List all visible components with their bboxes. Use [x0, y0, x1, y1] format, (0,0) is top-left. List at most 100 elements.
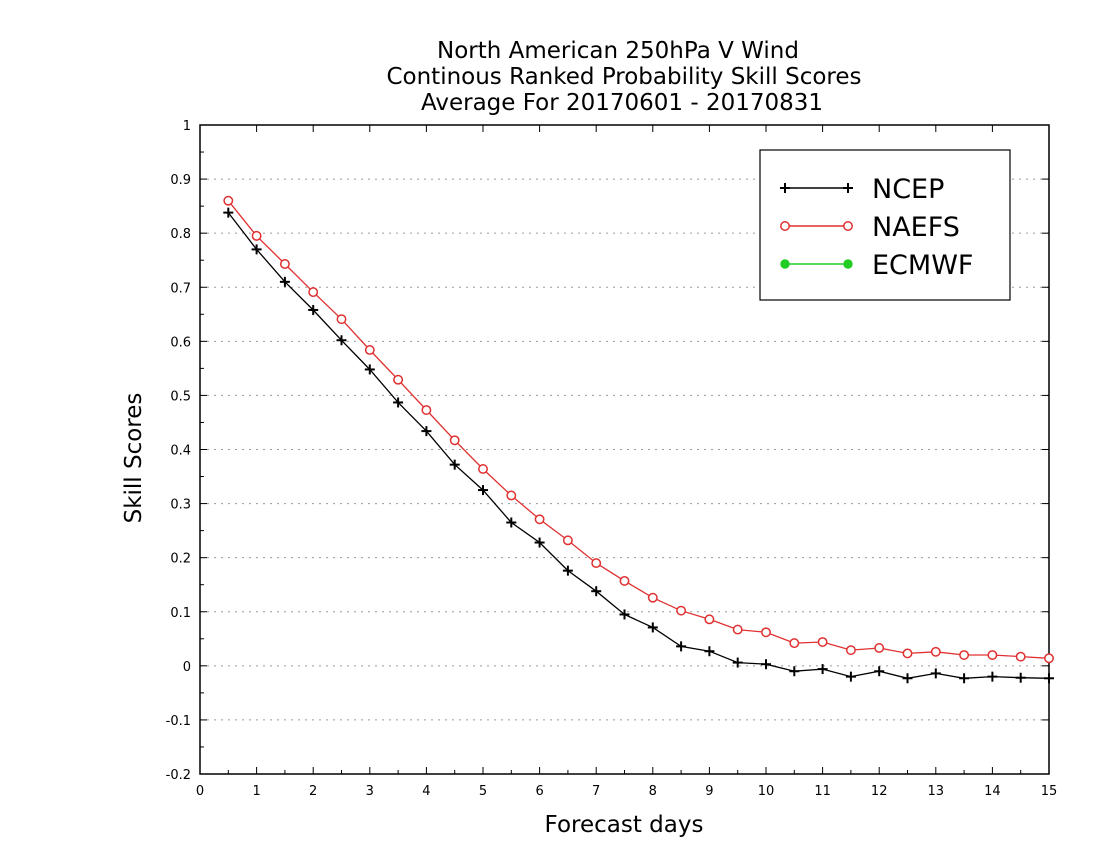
data-point-naefs	[761, 627, 771, 638]
data-point-ncep	[478, 485, 488, 496]
data-point-ncep	[251, 244, 262, 255]
data-point-ncep	[959, 673, 970, 684]
data-point-ncep	[1015, 672, 1026, 683]
legend-entry-ecmwf: ECMWF	[780, 250, 973, 281]
data-point-naefs	[449, 435, 460, 446]
x-tick-label: 6	[535, 784, 543, 799]
legend-entry-ncep: NCEP	[780, 174, 944, 205]
data-point-ncep	[761, 659, 771, 670]
data-point-naefs	[562, 535, 573, 546]
data-point-naefs	[591, 558, 602, 569]
x-tick-label: 11	[814, 784, 831, 799]
x-tick-label: 3	[366, 784, 374, 799]
x-tick-label: 7	[592, 784, 600, 799]
data-point-naefs	[336, 314, 347, 325]
data-point-ncep	[308, 304, 319, 315]
y-tick-label: 0	[183, 660, 191, 675]
y-tick-label: 0.8	[170, 227, 191, 242]
data-point-naefs	[364, 345, 375, 355]
data-point-naefs	[874, 643, 885, 653]
y-tick-label: -0.2	[166, 768, 191, 783]
data-point-naefs	[817, 637, 828, 647]
data-point-ncep	[676, 641, 687, 652]
x-tick-label: 4	[422, 784, 430, 799]
data-point-naefs	[930, 646, 941, 657]
data-point-ncep	[223, 207, 234, 218]
data-point-ncep	[279, 276, 290, 287]
axis-tick-labels: -0.2-0.100.10.20.30.40.50.60.70.80.910 1 2…	[166, 119, 1058, 799]
data-point-ncep	[704, 646, 715, 657]
data-point-naefs	[845, 645, 856, 656]
data-point-ncep	[393, 397, 404, 408]
data-point-naefs	[987, 650, 998, 660]
y-tick-label: 0.1	[170, 606, 191, 621]
y-tick-label: 0.2	[170, 552, 191, 567]
data-point-naefs	[308, 287, 319, 298]
x-tick-label: 15	[1041, 784, 1058, 799]
y-tick-label: 0.9	[170, 173, 191, 188]
series-ncep	[223, 207, 1054, 684]
y-tick-label: 1	[183, 119, 191, 134]
y-tick-label: 0.4	[170, 444, 191, 459]
y-tick-label: -0.1	[166, 714, 191, 729]
x-tick-label: 10	[758, 784, 775, 799]
data-point-naefs	[251, 230, 262, 241]
data-point-ncep	[817, 664, 828, 675]
data-point-naefs	[959, 650, 970, 660]
data-point-naefs	[704, 614, 715, 625]
x-tick-label: 13	[928, 784, 945, 799]
data-point-ncep	[930, 668, 941, 679]
legend-box	[759, 149, 1011, 301]
data-point-ncep	[789, 666, 800, 677]
x-tick-label: 1	[252, 784, 260, 799]
data-point-naefs	[1015, 651, 1026, 662]
data-point-ncep	[647, 622, 658, 633]
legend-marker-left	[780, 259, 790, 269]
legend-marker-left	[780, 221, 790, 231]
y-axis-title: Skill Scores	[121, 393, 147, 524]
data-point-ncep	[591, 586, 602, 597]
legend: NCEP NAEFS ECMWF	[759, 149, 1011, 301]
x-tick-label: 8	[649, 784, 657, 799]
chart-title-line-3: Average For 20170601 - 20170831	[421, 90, 823, 116]
data-point-ncep	[336, 335, 347, 346]
x-tick-label: 5	[479, 784, 487, 799]
legend-entry-naefs: NAEFS	[780, 212, 960, 243]
data-point-naefs	[732, 624, 743, 635]
data-point-ncep	[732, 657, 743, 668]
x-tick-label: 12	[871, 784, 888, 799]
y-tick-label: 0.3	[170, 498, 191, 513]
data-point-naefs	[1044, 653, 1054, 664]
grid-lines	[200, 178, 1049, 721]
data-point-naefs	[279, 259, 290, 269]
x-tick-label: 0	[196, 784, 204, 799]
y-tick-label: 0.6	[170, 335, 191, 350]
data-point-naefs	[647, 592, 658, 603]
chart-title-group: North American 250hPa V Wind Continous R…	[386, 38, 861, 116]
data-point-naefs	[676, 605, 687, 616]
data-point-ncep	[987, 671, 998, 682]
data-point-ncep	[562, 565, 573, 576]
data-point-naefs	[534, 514, 545, 525]
legend-marker-right	[843, 259, 853, 269]
data-point-ncep	[534, 537, 545, 548]
data-point-ncep	[364, 364, 375, 375]
legend-marker-right	[843, 221, 853, 231]
data-point-naefs	[223, 195, 234, 206]
y-tick-label: 0.7	[170, 281, 191, 296]
legend-label-ecmwf: ECMWF	[872, 250, 973, 281]
data-point-naefs	[902, 648, 913, 659]
series-layer	[223, 195, 1054, 684]
data-point-naefs	[789, 638, 800, 649]
x-tick-label: 2	[309, 784, 317, 799]
x-tick-label: 14	[984, 784, 1001, 799]
y-tick-label: 0.5	[170, 389, 191, 404]
data-point-naefs	[506, 490, 517, 501]
legend-label-naefs: NAEFS	[872, 212, 960, 243]
data-point-ncep	[902, 673, 913, 684]
data-point-ncep	[421, 426, 432, 437]
chart-title-line-2: Continous Ranked Probability Skill Score…	[386, 64, 861, 90]
legend-label-ncep: NCEP	[872, 174, 944, 205]
data-point-ncep	[506, 517, 517, 528]
